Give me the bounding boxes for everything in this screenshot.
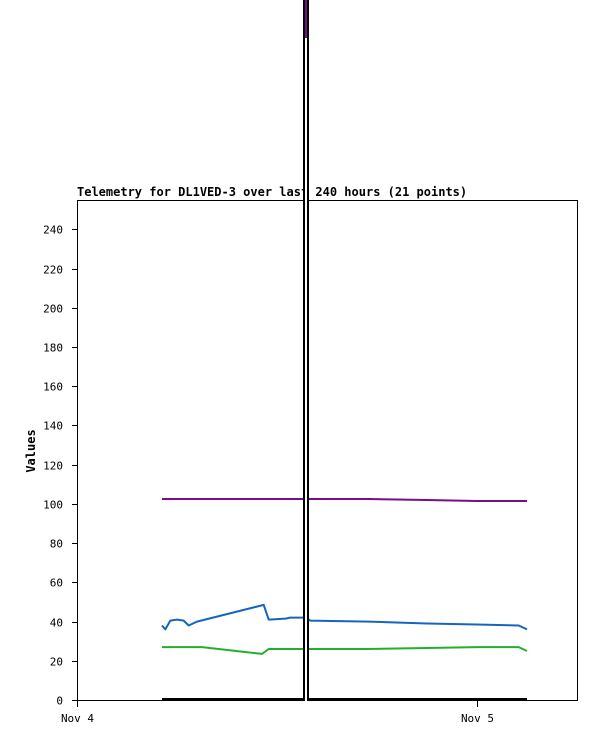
series-line-3 (162, 646, 528, 655)
y-tick-label: 20 (50, 656, 63, 669)
x-axis-ticks: Nov 4 Nov 5 (61, 700, 494, 725)
y-tick-label: 180 (43, 342, 63, 355)
y-tick-label: 60 (50, 577, 63, 590)
y-axis-label: Values (24, 429, 38, 472)
series-lines (161, 498, 528, 700)
y-tick-label: 100 (43, 499, 63, 512)
y-tick-label: 140 (43, 420, 63, 433)
y-tick-label: 220 (43, 264, 63, 277)
y-tick-label: 0 (56, 695, 63, 708)
x-tick-label: Nov 5 (461, 712, 494, 725)
y-axis-ticks: 0 20 40 60 80 100 120 140 160 180 200 220 240 (43, 224, 77, 708)
y-tick-label: 240 (43, 224, 63, 237)
y-tick-label: 160 (43, 381, 63, 394)
time-marker-bar-inner (305, 0, 307, 701)
x-tick-label: Nov 4 (61, 712, 94, 725)
y-tick-label: 200 (43, 303, 63, 316)
y-tick-label: 80 (50, 538, 63, 551)
y-tick-label: 40 (50, 617, 63, 630)
time-marker-cap (305, 0, 307, 38)
time-marker (303, 0, 309, 701)
series-line-2 (161, 603, 528, 631)
y-tick-label: 120 (43, 460, 63, 473)
plot-area-frame (77, 200, 578, 701)
chart-title: Telemetry for DL1VED-3 over last 240 hou… (77, 185, 467, 199)
series-line-1 (162, 498, 527, 502)
